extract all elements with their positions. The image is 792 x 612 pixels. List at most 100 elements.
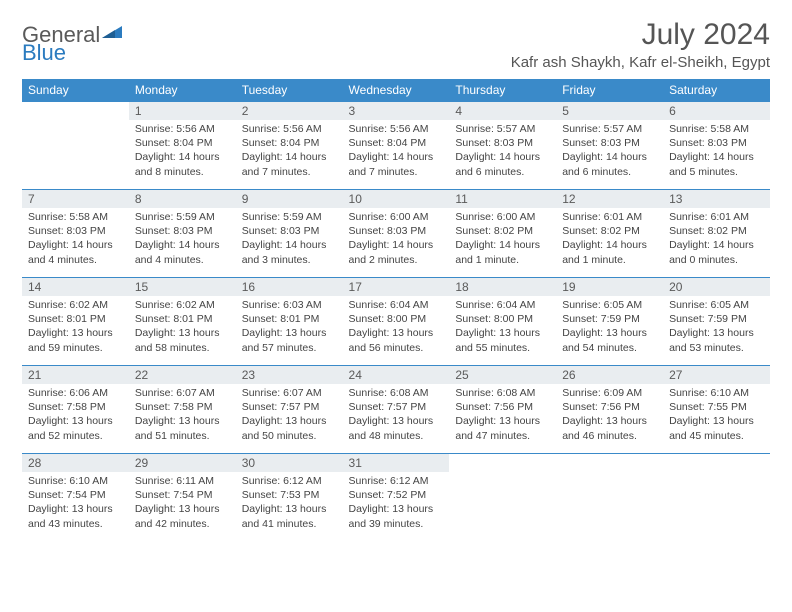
day-details: Sunrise: 5:59 AMSunset: 8:03 PMDaylight:… (236, 208, 343, 271)
day-details: Sunrise: 6:01 AMSunset: 8:02 PMDaylight:… (556, 208, 663, 271)
day2-text: and 45 minutes. (669, 429, 764, 443)
day2-text: and 1 minute. (562, 253, 657, 267)
day-details: Sunrise: 6:12 AMSunset: 7:53 PMDaylight:… (236, 472, 343, 535)
sunset-text: Sunset: 8:02 PM (455, 224, 550, 238)
sunset-text: Sunset: 8:01 PM (28, 312, 123, 326)
day2-text: and 5 minutes. (669, 165, 764, 179)
day1-text: Daylight: 14 hours (669, 150, 764, 164)
day2-text: and 52 minutes. (28, 429, 123, 443)
calendar-cell: 27Sunrise: 6:10 AMSunset: 7:55 PMDayligh… (663, 366, 770, 454)
day1-text: Daylight: 13 hours (28, 414, 123, 428)
sunset-text: Sunset: 8:03 PM (242, 224, 337, 238)
day-details: Sunrise: 5:59 AMSunset: 8:03 PMDaylight:… (129, 208, 236, 271)
sunset-text: Sunset: 7:59 PM (669, 312, 764, 326)
calendar-cell: 1Sunrise: 5:56 AMSunset: 8:04 PMDaylight… (129, 102, 236, 190)
day2-text: and 4 minutes. (28, 253, 123, 267)
day1-text: Daylight: 14 hours (455, 238, 550, 252)
day-details: Sunrise: 6:01 AMSunset: 8:02 PMDaylight:… (663, 208, 770, 271)
sunrise-text: Sunrise: 6:02 AM (28, 298, 123, 312)
sunrise-text: Sunrise: 5:59 AM (242, 210, 337, 224)
day-details: Sunrise: 6:10 AMSunset: 7:55 PMDaylight:… (663, 384, 770, 447)
day-details: Sunrise: 6:12 AMSunset: 7:52 PMDaylight:… (343, 472, 450, 535)
day2-text: and 6 minutes. (455, 165, 550, 179)
day-number: 16 (236, 278, 343, 296)
sunset-text: Sunset: 8:03 PM (135, 224, 230, 238)
calendar-cell: 2Sunrise: 5:56 AMSunset: 8:04 PMDaylight… (236, 102, 343, 190)
sunrise-text: Sunrise: 6:04 AM (455, 298, 550, 312)
day-details: Sunrise: 5:56 AMSunset: 8:04 PMDaylight:… (236, 120, 343, 183)
sunrise-text: Sunrise: 6:11 AM (135, 474, 230, 488)
sunrise-text: Sunrise: 6:06 AM (28, 386, 123, 400)
day-number: 8 (129, 190, 236, 208)
day-number: 13 (663, 190, 770, 208)
day1-text: Daylight: 13 hours (242, 502, 337, 516)
sunset-text: Sunset: 8:00 PM (349, 312, 444, 326)
day1-text: Daylight: 13 hours (669, 326, 764, 340)
day-details: Sunrise: 5:56 AMSunset: 8:04 PMDaylight:… (343, 120, 450, 183)
day-number: 1 (129, 102, 236, 120)
day-number: 7 (22, 190, 129, 208)
calendar-cell (22, 102, 129, 190)
sunrise-text: Sunrise: 6:12 AM (349, 474, 444, 488)
col-header-friday: Friday (556, 79, 663, 102)
day2-text: and 42 minutes. (135, 517, 230, 531)
sunrise-text: Sunrise: 6:07 AM (242, 386, 337, 400)
day-number: 21 (22, 366, 129, 384)
sunrise-text: Sunrise: 6:01 AM (669, 210, 764, 224)
sunset-text: Sunset: 7:54 PM (135, 488, 230, 502)
calendar-cell: 17Sunrise: 6:04 AMSunset: 8:00 PMDayligh… (343, 278, 450, 366)
day-number: 12 (556, 190, 663, 208)
day-details: Sunrise: 6:07 AMSunset: 7:57 PMDaylight:… (236, 384, 343, 447)
day2-text: and 8 minutes. (135, 165, 230, 179)
calendar-table: SundayMondayTuesdayWednesdayThursdayFrid… (22, 79, 770, 542)
day-details: Sunrise: 6:04 AMSunset: 8:00 PMDaylight:… (343, 296, 450, 359)
calendar-cell: 10Sunrise: 6:00 AMSunset: 8:03 PMDayligh… (343, 190, 450, 278)
sunset-text: Sunset: 7:52 PM (349, 488, 444, 502)
day-details: Sunrise: 6:10 AMSunset: 7:54 PMDaylight:… (22, 472, 129, 535)
logo: GeneralBlue (22, 18, 122, 64)
day2-text: and 58 minutes. (135, 341, 230, 355)
day-details: Sunrise: 6:00 AMSunset: 8:03 PMDaylight:… (343, 208, 450, 271)
day2-text: and 7 minutes. (242, 165, 337, 179)
day2-text: and 54 minutes. (562, 341, 657, 355)
day-details: Sunrise: 6:04 AMSunset: 8:00 PMDaylight:… (449, 296, 556, 359)
day-number: 6 (663, 102, 770, 120)
col-header-saturday: Saturday (663, 79, 770, 102)
sunset-text: Sunset: 8:03 PM (28, 224, 123, 238)
day-number: 20 (663, 278, 770, 296)
calendar-cell: 20Sunrise: 6:05 AMSunset: 7:59 PMDayligh… (663, 278, 770, 366)
day2-text: and 48 minutes. (349, 429, 444, 443)
day2-text: and 4 minutes. (135, 253, 230, 267)
sunset-text: Sunset: 7:54 PM (28, 488, 123, 502)
sunset-text: Sunset: 7:58 PM (28, 400, 123, 414)
sunrise-text: Sunrise: 5:58 AM (669, 122, 764, 136)
day2-text: and 39 minutes. (349, 517, 444, 531)
sunrise-text: Sunrise: 6:05 AM (562, 298, 657, 312)
calendar-cell: 4Sunrise: 5:57 AMSunset: 8:03 PMDaylight… (449, 102, 556, 190)
sunset-text: Sunset: 8:03 PM (669, 136, 764, 150)
sunset-text: Sunset: 7:57 PM (349, 400, 444, 414)
day-details: Sunrise: 6:02 AMSunset: 8:01 PMDaylight:… (22, 296, 129, 359)
day1-text: Daylight: 13 hours (28, 326, 123, 340)
day1-text: Daylight: 14 hours (135, 150, 230, 164)
day-number: 23 (236, 366, 343, 384)
calendar-cell: 23Sunrise: 6:07 AMSunset: 7:57 PMDayligh… (236, 366, 343, 454)
sunset-text: Sunset: 8:03 PM (349, 224, 444, 238)
calendar-cell: 7Sunrise: 5:58 AMSunset: 8:03 PMDaylight… (22, 190, 129, 278)
day-details: Sunrise: 5:58 AMSunset: 8:03 PMDaylight:… (663, 120, 770, 183)
day1-text: Daylight: 14 hours (455, 150, 550, 164)
day2-text: and 59 minutes. (28, 341, 123, 355)
calendar-row: 1Sunrise: 5:56 AMSunset: 8:04 PMDaylight… (22, 102, 770, 190)
sunrise-text: Sunrise: 6:08 AM (455, 386, 550, 400)
sunset-text: Sunset: 7:58 PM (135, 400, 230, 414)
sunrise-text: Sunrise: 6:07 AM (135, 386, 230, 400)
day-details: Sunrise: 6:06 AMSunset: 7:58 PMDaylight:… (22, 384, 129, 447)
day2-text: and 41 minutes. (242, 517, 337, 531)
calendar-cell: 28Sunrise: 6:10 AMSunset: 7:54 PMDayligh… (22, 454, 129, 542)
day1-text: Daylight: 13 hours (562, 326, 657, 340)
col-header-wednesday: Wednesday (343, 79, 450, 102)
calendar-cell (449, 454, 556, 542)
day1-text: Daylight: 14 hours (669, 238, 764, 252)
sunset-text: Sunset: 7:57 PM (242, 400, 337, 414)
sunrise-text: Sunrise: 5:59 AM (135, 210, 230, 224)
